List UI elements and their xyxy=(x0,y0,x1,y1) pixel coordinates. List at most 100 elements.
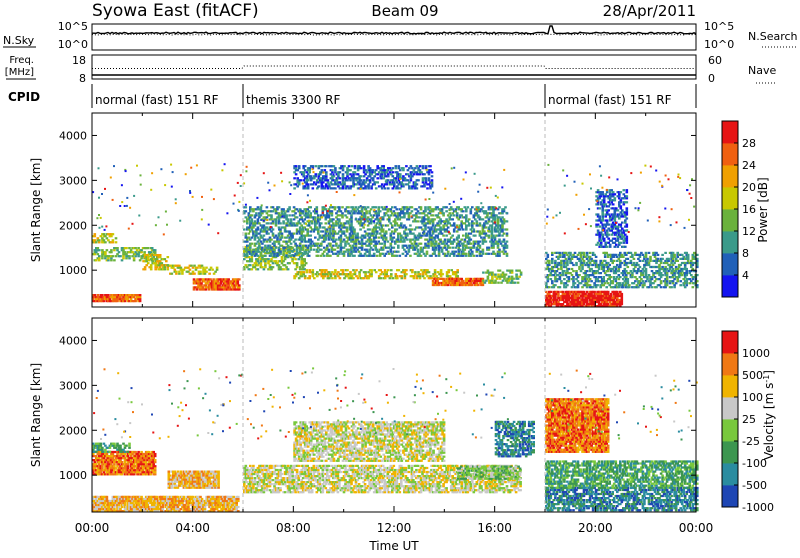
heatmap-cell xyxy=(444,239,447,241)
heatmap-cell xyxy=(390,169,393,171)
heatmap-cell xyxy=(378,171,381,173)
heatmap-cell xyxy=(342,269,345,271)
heatmap-cell xyxy=(334,206,337,208)
heatmap-cell xyxy=(356,235,359,237)
heatmap-cell xyxy=(571,274,574,276)
heatmap-cell xyxy=(462,243,465,245)
heatmap-cell xyxy=(404,277,407,279)
heatmap-cell xyxy=(352,277,355,279)
heatmap-cell xyxy=(595,195,598,197)
heatmap-cell xyxy=(569,252,572,254)
heatmap-cell xyxy=(370,247,373,249)
heatmap-cell xyxy=(154,249,157,251)
heatmap-cell xyxy=(590,268,593,270)
heatmap-cell xyxy=(578,274,581,276)
heatmap-cell xyxy=(237,280,240,282)
heatmap-cell xyxy=(482,284,485,286)
heatmap-cell xyxy=(269,245,272,247)
heatmap-cell xyxy=(442,212,445,214)
heatmap-cell xyxy=(388,216,391,218)
heatmap-cell xyxy=(345,187,348,189)
heatmap-cell xyxy=(365,210,368,212)
heatmap-cell xyxy=(625,254,628,256)
heatmap-cell xyxy=(257,255,260,257)
heatmap-cell xyxy=(625,276,628,278)
heatmap-cell xyxy=(554,272,557,274)
heatmap-cell xyxy=(137,255,140,257)
heatmap-cell xyxy=(305,251,308,253)
heatmap-cell xyxy=(270,230,273,232)
heatmap-cell xyxy=(317,233,320,235)
heatmap-cell xyxy=(645,280,648,282)
heatmap-cell xyxy=(354,271,357,273)
heatmap-cell xyxy=(321,183,324,185)
heatmap-cell xyxy=(601,236,604,238)
heatmap-cell xyxy=(402,169,405,171)
heatmap-cell xyxy=(485,226,488,228)
heatmap-cell xyxy=(311,241,314,243)
heatmap-cell xyxy=(303,253,306,255)
heatmap-cell xyxy=(434,271,437,273)
heatmap-cell xyxy=(384,277,387,279)
heatmap-cell xyxy=(486,214,489,216)
heatmap-cell xyxy=(296,249,299,251)
heatmap-cell xyxy=(491,224,494,226)
heatmap-cell xyxy=(370,173,373,175)
heatmap-cell xyxy=(328,249,331,251)
heatmap-cell xyxy=(252,210,255,212)
heatmap-cell xyxy=(331,247,334,249)
heatmap-cell xyxy=(249,247,252,249)
heatmap-cell xyxy=(589,252,592,254)
heatmap-cell xyxy=(317,247,320,249)
heatmap-cell xyxy=(390,210,393,212)
heatmap-cell xyxy=(414,235,417,237)
heatmap-cell xyxy=(506,220,509,222)
heatmap-cell xyxy=(462,247,465,249)
heatmap-cell xyxy=(202,286,205,288)
heatmap-cell xyxy=(303,260,306,262)
heatmap-cell xyxy=(361,208,364,210)
heatmap-cell xyxy=(282,249,285,251)
heatmap-cell xyxy=(330,275,333,277)
heatmap-cell xyxy=(569,260,572,262)
heatmap-cell xyxy=(431,179,434,181)
heatmap-cell xyxy=(577,295,580,297)
heatmap-cell xyxy=(411,187,414,189)
heatmap-cell xyxy=(684,264,687,266)
heatmap-cell xyxy=(212,278,215,280)
heatmap-cell xyxy=(343,253,346,255)
heatmap-cell xyxy=(572,284,575,286)
heatmap-cell xyxy=(444,245,447,247)
heatmap-cell xyxy=(666,276,669,278)
heatmap-cell xyxy=(368,249,371,251)
heatmap-cell xyxy=(661,258,664,260)
heatmap-cell xyxy=(334,208,337,210)
heatmap-cell xyxy=(167,256,170,258)
heatmap-cell xyxy=(350,249,353,251)
heatmap-cell xyxy=(246,241,249,243)
heatmap-cell xyxy=(154,262,157,264)
heatmap-cell xyxy=(429,275,432,277)
heatmap-cell xyxy=(658,266,661,268)
heatmap-cell xyxy=(633,282,636,284)
heatmap-cell xyxy=(332,218,335,220)
heatmap-cell xyxy=(365,249,368,251)
heatmap-cell xyxy=(678,276,681,278)
heatmap-cell xyxy=(368,210,371,212)
heatmap-cell xyxy=(460,214,463,216)
heatmap-cell xyxy=(246,239,249,241)
heatmap-cell xyxy=(667,258,670,260)
heatmap-cell xyxy=(447,245,450,247)
heatmap-cell xyxy=(359,212,362,214)
heatmap-cell xyxy=(327,181,330,183)
heatmap-cell xyxy=(337,271,340,273)
heatmap-cell xyxy=(423,212,426,214)
heatmap-cell xyxy=(456,239,459,241)
heatmap-cell xyxy=(600,240,603,242)
heatmap-cell xyxy=(616,260,619,262)
heatmap-cell xyxy=(560,264,563,266)
heatmap-cell xyxy=(181,273,184,275)
heatmap-cell xyxy=(486,216,489,218)
heatmap-cell xyxy=(459,241,462,243)
heatmap-cell xyxy=(193,288,196,290)
